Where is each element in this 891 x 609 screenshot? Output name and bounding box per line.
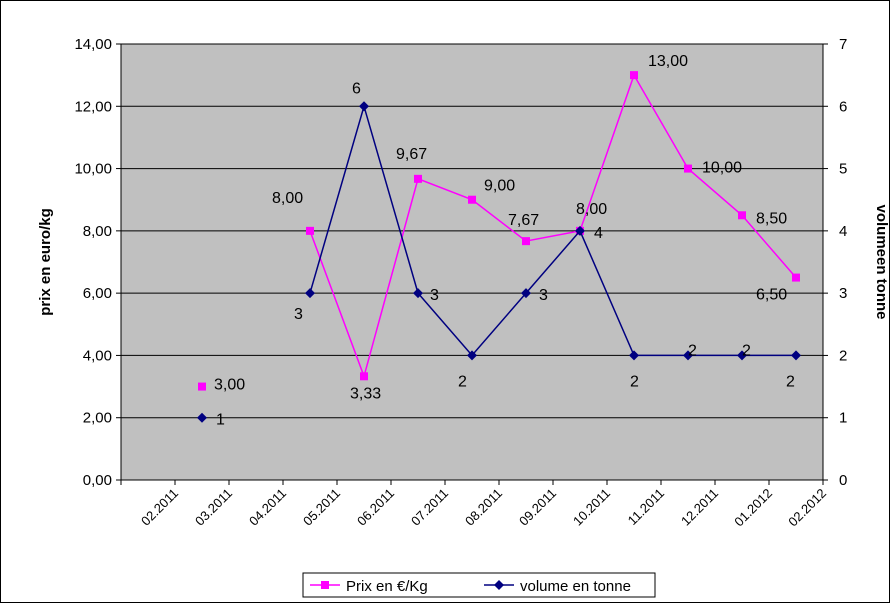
data-point-price (738, 211, 746, 220)
data-point-volume (791, 350, 801, 361)
left-axis-tick-label: 6,00 (83, 285, 112, 302)
left-axis-tick-label: 0,00 (83, 472, 112, 489)
data-label: 13,00 (648, 53, 688, 70)
legend: Prix en €/Kg volume en tonne (302, 572, 656, 598)
data-label: 2 (688, 342, 697, 359)
data-label: 8,00 (576, 201, 607, 218)
right-axis: 0 1 2 3 4 5 6 7 (822, 36, 847, 489)
data-point-price (630, 71, 638, 80)
legend-label-price: Prix en €/Kg (346, 578, 428, 595)
right-axis-tick-label: 4 (839, 223, 847, 240)
data-point-volume (737, 350, 747, 361)
data-point-volume (413, 288, 423, 299)
data-point-price (414, 174, 422, 183)
right-axis-tick-label: 1 (839, 410, 847, 427)
left-axis-tick-label: 4,00 (83, 347, 112, 364)
data-point-volume (305, 288, 315, 299)
right-axis-tick-label: 6 (839, 98, 847, 115)
data-label: 9,67 (396, 146, 427, 163)
data-point-price (684, 164, 692, 173)
right-axis-tick-label: 3 (839, 285, 847, 302)
data-label: 2 (458, 373, 467, 390)
data-label: 7,67 (508, 212, 539, 229)
series-layer: 3,00 8,00 3,33 9,67 9,00 7,67 8,00 13,00 10,00 8,… (197, 53, 801, 429)
data-label: 3 (294, 306, 303, 323)
data-point-volume (521, 288, 531, 299)
data-label: 8,50 (756, 210, 787, 227)
data-label: 3,33 (350, 385, 381, 402)
data-point-volume (197, 412, 207, 423)
data-point-volume (467, 350, 477, 361)
right-axis-title: volumeen tonne (873, 204, 890, 319)
legend-label-volume: volume en tonne (520, 578, 631, 595)
data-label: 3 (430, 287, 439, 304)
data-label: 6,50 (756, 287, 787, 304)
data-point-price (522, 237, 530, 246)
legend-box (302, 572, 656, 598)
data-label: 3,00 (214, 377, 245, 394)
series-line-0 (309, 73, 797, 379)
left-axis-tick-label: 12,00 (74, 98, 112, 115)
data-point-price (792, 273, 800, 282)
left-axis-tick-label: 10,00 (74, 161, 112, 178)
data-point-price (360, 372, 368, 381)
data-label: 4 (594, 225, 603, 242)
legend-marker-volume (494, 580, 504, 590)
left-axis-tick-label: 14,00 (74, 36, 112, 53)
data-label: 3 (539, 287, 548, 304)
legend-marker-price (321, 581, 329, 589)
data-label: 6 (352, 80, 361, 97)
data-label: 9,00 (484, 178, 515, 195)
data-point-price (198, 382, 206, 391)
left-axis-title: prix en euro/kg (37, 208, 54, 316)
right-axis-tick-label: 5 (839, 161, 847, 178)
right-axis-tick-label: 0 (839, 472, 847, 489)
data-point-volume (629, 350, 639, 361)
data-label: 2 (630, 373, 639, 390)
data-label: 8,00 (272, 190, 303, 207)
data-point-volume (359, 101, 369, 112)
data-label: 2 (742, 342, 751, 359)
data-label: 1 (216, 412, 225, 429)
data-point-price (468, 195, 476, 204)
plot-area (120, 43, 824, 481)
series-line-1 (309, 103, 796, 357)
right-axis-tick-label: 7 (839, 36, 847, 53)
right-axis-tick-label: 2 (839, 347, 847, 364)
data-point-price (306, 226, 314, 235)
data-point-volume (575, 225, 585, 236)
left-axis-tick-label: 8,00 (83, 223, 112, 240)
data-label: 10,00 (702, 160, 742, 177)
data-label: 2 (786, 373, 795, 390)
left-axis: 0,00 2,00 4,00 6,00 8,00 10,00 12,00 14,00 (74, 36, 122, 489)
left-axis-tick-label: 2,00 (83, 410, 112, 427)
data-point-volume (683, 350, 693, 361)
